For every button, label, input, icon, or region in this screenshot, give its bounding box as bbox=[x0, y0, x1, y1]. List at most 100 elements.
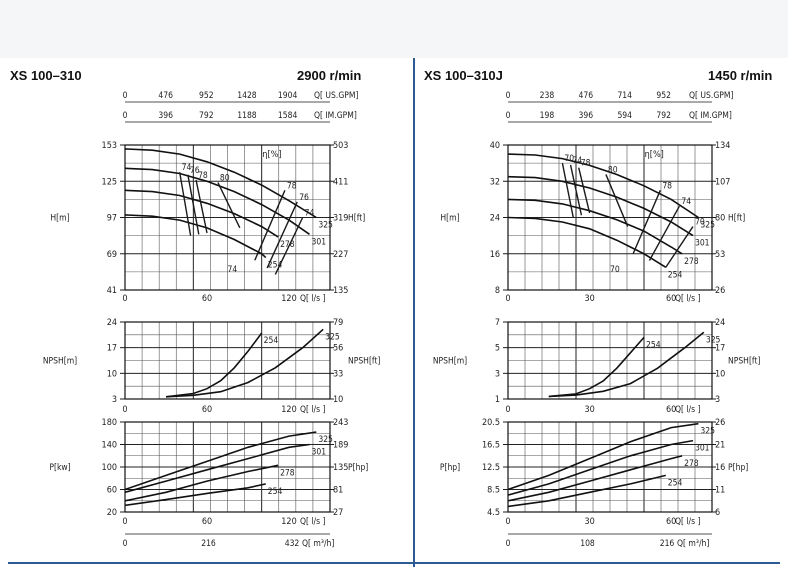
head-left-ytick-right: 319 bbox=[333, 214, 348, 224]
power-left-ytick-left: 140 bbox=[102, 441, 117, 451]
top-axis-imgpm-tick: 594 bbox=[617, 111, 632, 121]
head-left-eff-label: 76 bbox=[299, 193, 309, 203]
power-right-ytick-left: 20.5 bbox=[482, 418, 500, 428]
npsh-left-series-label-325: 325 bbox=[325, 332, 340, 342]
npsh-right-ytick-right: 24 bbox=[715, 318, 725, 328]
power-x-unit: Q[ l/s ] bbox=[300, 517, 326, 527]
head-left-eff-curve bbox=[274, 217, 304, 275]
npsh-left-ylabel-left: NPSH[m] bbox=[43, 357, 77, 367]
power-right-ytick-right: 21 bbox=[715, 441, 725, 451]
head-right-ylabel-left: H[m] bbox=[440, 214, 459, 224]
npsh-x-tick: 120 bbox=[281, 405, 296, 415]
power-left-series-301 bbox=[124, 443, 310, 494]
head-x-unit: Q[ l/s ] bbox=[675, 294, 701, 304]
top-axis-usgpm-label: Q[ US.GPM] bbox=[689, 91, 733, 101]
head-x-unit: Q[ l/s ] bbox=[300, 294, 326, 304]
power-x-tick: 60 bbox=[666, 517, 676, 527]
power-left-series-label-254: 254 bbox=[268, 487, 283, 497]
top-axis-usgpm-tick: 0 bbox=[123, 91, 128, 101]
head-right-eff-label: 70 bbox=[695, 218, 705, 228]
top-axis-imgpm-label: Q[ IM.GPM] bbox=[314, 111, 357, 121]
head-right-ytick-right: 134 bbox=[715, 141, 730, 151]
top-background bbox=[0, 0, 788, 58]
power-x-tick: 60 bbox=[202, 517, 212, 527]
power-x-tick: 0 bbox=[505, 517, 510, 527]
head-left-ytick-right: 503 bbox=[333, 141, 348, 151]
power-right-series-325 bbox=[507, 422, 699, 491]
power-left-ylabel-right: P[hp] bbox=[348, 463, 368, 473]
head-right-series-278 bbox=[507, 198, 683, 255]
head-left-ytick-left: 41 bbox=[107, 286, 117, 296]
npsh-left-frame bbox=[124, 321, 331, 400]
bottom-axis-tick: 432 bbox=[285, 539, 300, 549]
head-right-ytick-right: 26 bbox=[715, 286, 725, 296]
head-left-eff-label: 80 bbox=[220, 174, 230, 184]
head-x-tick: 0 bbox=[505, 294, 510, 304]
top-axis-imgpm-tick: 0 bbox=[506, 111, 511, 121]
head-left-series-278 bbox=[124, 189, 279, 238]
top-axis-usgpm-tick: 238 bbox=[540, 91, 555, 101]
head-right-eff-label: 78 bbox=[581, 159, 591, 169]
top-axis-usgpm-tick: 952 bbox=[199, 91, 214, 101]
head-right-series-label-278: 278 bbox=[684, 257, 699, 267]
head-left-ytick-left: 125 bbox=[102, 177, 117, 187]
top-axis-usgpm-label: Q[ US.GPM] bbox=[314, 91, 358, 101]
head-left-ytick-left: 153 bbox=[102, 141, 117, 151]
npsh-left-ytick-right: 33 bbox=[333, 369, 343, 379]
bottom-axis-label: Q[ m³/h] bbox=[677, 539, 709, 549]
head-left-series-label-301: 301 bbox=[312, 237, 327, 247]
power-right-ytick-left: 16.5 bbox=[482, 441, 500, 451]
power-right-ytick-right: 16 bbox=[715, 463, 725, 473]
head-x-tick: 0 bbox=[122, 294, 127, 304]
head-right-eff-unit: η[%] bbox=[645, 150, 664, 160]
npsh-x-tick: 30 bbox=[584, 405, 594, 415]
head-right-ytick-left: 40 bbox=[490, 141, 500, 151]
power-x-tick: 30 bbox=[584, 517, 594, 527]
power-right-ytick-left: 12.5 bbox=[482, 463, 500, 473]
npsh-right-series-label-325: 325 bbox=[706, 335, 721, 345]
npsh-x-unit: Q[ l/s ] bbox=[675, 405, 701, 415]
power-left-ytick-right: 27 bbox=[333, 508, 343, 518]
bottom-axis-tick: 0 bbox=[123, 539, 128, 549]
bottom-axis-tick: 0 bbox=[506, 539, 511, 549]
npsh-x-tick: 60 bbox=[202, 405, 212, 415]
top-axis-usgpm-tick: 1904 bbox=[278, 91, 298, 101]
power-left-series-278 bbox=[124, 464, 279, 502]
head-right-ylabel-right: H[ft] bbox=[728, 214, 745, 224]
npsh-left-ytick-left: 17 bbox=[107, 344, 117, 354]
power-left-ytick-left: 20 bbox=[107, 508, 117, 518]
head-right-ytick-left: 16 bbox=[490, 250, 500, 260]
npsh-left-ytick-left: 3 bbox=[112, 395, 117, 405]
head-right-eff-curve bbox=[648, 205, 680, 261]
top-axis-usgpm-tick: 476 bbox=[158, 91, 173, 101]
head-left-eff-curve bbox=[187, 174, 200, 235]
npsh-left-ylabel-right: NPSH[ft] bbox=[348, 357, 380, 367]
npsh-left-series-254 bbox=[165, 332, 263, 398]
bottom-axis-tick: 108 bbox=[580, 539, 595, 549]
head-left-eff-curve bbox=[178, 172, 192, 236]
power-left-ytick-right: 135 bbox=[333, 463, 348, 473]
power-right-series-label-301: 301 bbox=[695, 444, 710, 454]
chart-title-right: XS 100–310J bbox=[424, 68, 503, 83]
power-left-ytick-right: 189 bbox=[333, 441, 348, 451]
chart-speed-left: 2900 r/min bbox=[297, 68, 362, 83]
head-left-series-301 bbox=[124, 167, 310, 235]
head-right-eff-label: 80 bbox=[608, 165, 618, 175]
npsh-right-ytick-right: 3 bbox=[715, 395, 720, 405]
npsh-left-ytick-right: 10 bbox=[333, 395, 343, 405]
power-right-series-label-254: 254 bbox=[668, 478, 683, 488]
power-right-ytick-right: 6 bbox=[715, 508, 720, 518]
top-axis-imgpm-tick: 0 bbox=[123, 111, 128, 121]
npsh-right-series-254 bbox=[548, 336, 645, 398]
power-right-series-301 bbox=[507, 439, 694, 496]
head-right-series-325 bbox=[507, 153, 699, 219]
head-left-eff-curve bbox=[254, 190, 286, 261]
head-right-eff-label: 78 bbox=[662, 181, 672, 191]
head-left-eff-label: 74 bbox=[182, 163, 192, 173]
head-right-ytick-left: 32 bbox=[490, 177, 500, 187]
npsh-right-ytick-left: 7 bbox=[495, 318, 500, 328]
power-right-series-278 bbox=[507, 455, 683, 502]
head-right-eff-lower: 70 bbox=[610, 265, 620, 275]
bottom-axis-tick: 216 bbox=[660, 539, 675, 549]
